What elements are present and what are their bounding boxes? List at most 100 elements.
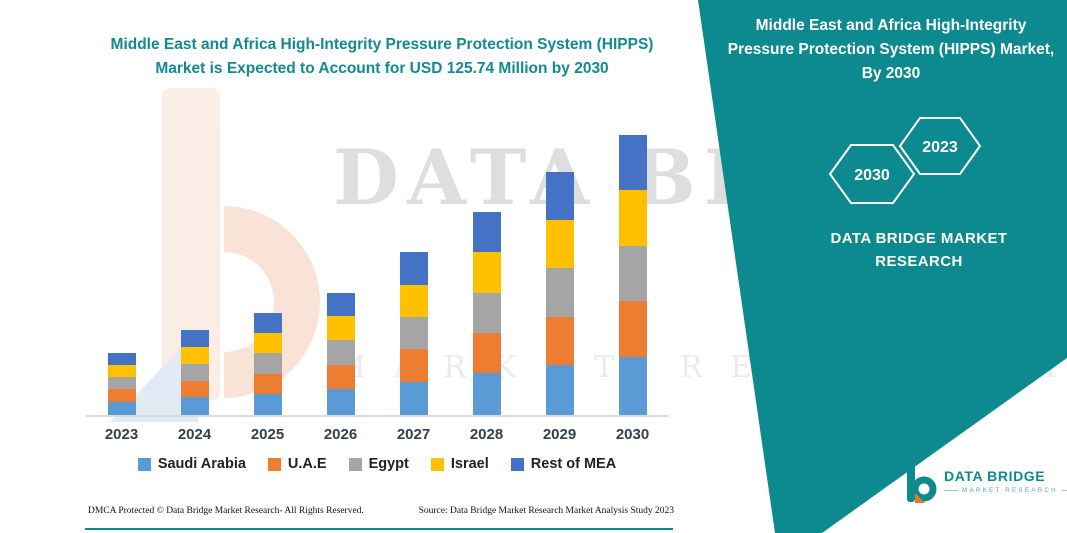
- bar-segment-u-a-e: [618, 301, 647, 358]
- legend-label-israel: Israel: [450, 456, 489, 472]
- hexagon-2023: [898, 117, 982, 175]
- chart-legend: Saudi Arabia U.A.E Egypt Israel Rest of MEA: [85, 456, 669, 472]
- bar-segment-israel: [326, 315, 355, 341]
- x-axis-label-2026: 2026: [323, 426, 358, 443]
- bar-stack: [253, 312, 282, 415]
- bar-segment-u-a-e: [253, 373, 282, 394]
- bar-stack: [399, 252, 428, 415]
- logo-title: DATA BRIDGE: [944, 468, 1046, 484]
- footer: DMCA Protected © Data Bridge Market Rese…: [88, 506, 674, 516]
- logo-subtitle-line-left: [944, 490, 958, 491]
- bar-stack: [180, 330, 209, 415]
- bar-segment-rest-of-mea: [326, 292, 355, 316]
- bar-segment-egypt: [472, 292, 501, 333]
- year-hexagons: 2030 2023: [828, 117, 982, 204]
- bar-segment-u-a-e: [472, 332, 501, 373]
- bar-segment-rest-of-mea: [180, 330, 209, 348]
- legend-swatch-egypt: [348, 457, 362, 471]
- bar-segment-rest-of-mea: [618, 135, 647, 191]
- bar-column-2028: [450, 212, 523, 415]
- bar-segment-u-a-e: [180, 380, 209, 398]
- bar-segment-u-a-e: [399, 349, 428, 382]
- bar-column-2023: [85, 352, 158, 415]
- bar-segment-saudi-arabia: [180, 397, 209, 415]
- bar-segment-israel: [545, 220, 574, 269]
- bar-segment-saudi-arabia: [545, 364, 574, 415]
- legend-label-egypt: Egypt: [368, 456, 409, 472]
- bar-column-2029: [523, 172, 596, 415]
- logo-subtitle-row: MARKET RESEARCH: [944, 487, 1067, 494]
- footer-source-text: Source: Data Bridge Market Research Mark…: [418, 506, 674, 516]
- x-axis-labels: 2023 2024 2025 2026 2027 2028 2029 2030: [85, 417, 669, 443]
- bar-stack: [107, 352, 136, 415]
- logo-subtitle: MARKET RESEARCH: [962, 487, 1058, 494]
- bar-segment-israel: [253, 332, 282, 353]
- bar-segment-rest-of-mea: [107, 352, 136, 365]
- legend-label-rest-of-mea: Rest of MEA: [530, 456, 617, 472]
- bar-column-2030: [596, 135, 669, 415]
- legend-swatch-israel: [430, 457, 444, 471]
- company-logo: DATA BRIDGE MARKET RESEARCH: [903, 458, 1067, 504]
- bar-segment-saudi-arabia: [253, 393, 282, 415]
- bar-column-2025: [231, 312, 304, 415]
- bar-column-2027: [377, 252, 450, 415]
- bar-segment-u-a-e: [326, 364, 355, 390]
- bar-column-2026: [304, 292, 377, 415]
- page-title-line2: Market is Expected to Account for USD 12…: [155, 60, 609, 78]
- bar-segment-rest-of-mea: [399, 252, 428, 285]
- page-title: Middle East and Africa High-Integrity Pr…: [58, 33, 706, 81]
- hexagon-2030: [828, 144, 916, 204]
- bar-segment-israel: [107, 364, 136, 378]
- bar-segment-u-a-e: [107, 389, 136, 402]
- bar-segment-egypt: [253, 352, 282, 374]
- legend-swatch-rest-of-mea: [510, 457, 524, 471]
- bar-segment-egypt: [545, 268, 574, 318]
- legend-item-rest-of-mea: Rest of MEA: [510, 456, 617, 472]
- bar-segment-egypt: [618, 245, 647, 302]
- x-axis-label-2025: 2025: [250, 426, 285, 443]
- x-axis-label-2027: 2027: [396, 426, 431, 443]
- bar-segment-saudi-arabia: [618, 357, 647, 415]
- bar-segment-saudi-arabia: [107, 401, 136, 415]
- logo-subtitle-line-right: [1061, 490, 1067, 491]
- data-bridge-logo-icon: [907, 460, 937, 503]
- legend-label-u-a-e: U.A.E: [287, 456, 327, 472]
- legend-swatch-saudi-arabia: [137, 457, 151, 471]
- bar-segment-rest-of-mea: [472, 212, 501, 253]
- side-panel-title: Middle East and Africa High-Integrity Pr…: [727, 17, 1055, 83]
- bar-segment-israel: [472, 252, 501, 293]
- bar-stack: [618, 135, 647, 415]
- page-title-line1: Middle East and Africa High-Integrity Pr…: [110, 36, 654, 53]
- plot-area: [85, 135, 669, 417]
- side-panel-brand-text: DATA BRIDGE MARKET RESEARCH: [830, 230, 1008, 270]
- bar-segment-rest-of-mea: [545, 172, 574, 221]
- legend-item-egypt: Egypt: [348, 456, 409, 472]
- legend-item-saudi-arabia: Saudi Arabia: [137, 456, 246, 472]
- bar-segment-israel: [399, 284, 428, 318]
- bar-segment-israel: [180, 347, 209, 364]
- bar-segment-egypt: [399, 317, 428, 350]
- stacked-bar-chart: 2023 2024 2025 2026 2027 2028 2029 2030 Saudi A…: [85, 135, 669, 472]
- x-axis-label-2030: 2030: [615, 426, 650, 443]
- bar-segment-egypt: [326, 340, 355, 365]
- legend-swatch-u-a-e: [267, 457, 281, 471]
- bar-segment-u-a-e: [545, 317, 574, 365]
- bar-segment-egypt: [180, 363, 209, 381]
- legend-item-u-a-e: U.A.E: [267, 456, 327, 472]
- legend-label-saudi-arabia: Saudi Arabia: [157, 456, 246, 472]
- footer-dmca-text: DMCA Protected © Data Bridge Market Rese…: [88, 506, 364, 516]
- bar-segment-egypt: [107, 377, 136, 390]
- x-axis-label-2028: 2028: [469, 426, 504, 443]
- bar-column-2024: [158, 330, 231, 415]
- hexagon-2023-label: 2023: [922, 139, 958, 156]
- bar-segment-saudi-arabia: [472, 372, 501, 415]
- legend-item-israel: Israel: [430, 456, 489, 472]
- hexagon-2030-label: 2030: [854, 167, 890, 184]
- bar-stack: [326, 292, 355, 415]
- x-axis-label-2024: 2024: [177, 426, 212, 443]
- bar-segment-rest-of-mea: [253, 312, 282, 333]
- bar-stack: [472, 212, 501, 415]
- x-axis-label-2029: 2029: [542, 426, 577, 443]
- bar-segment-israel: [618, 190, 647, 246]
